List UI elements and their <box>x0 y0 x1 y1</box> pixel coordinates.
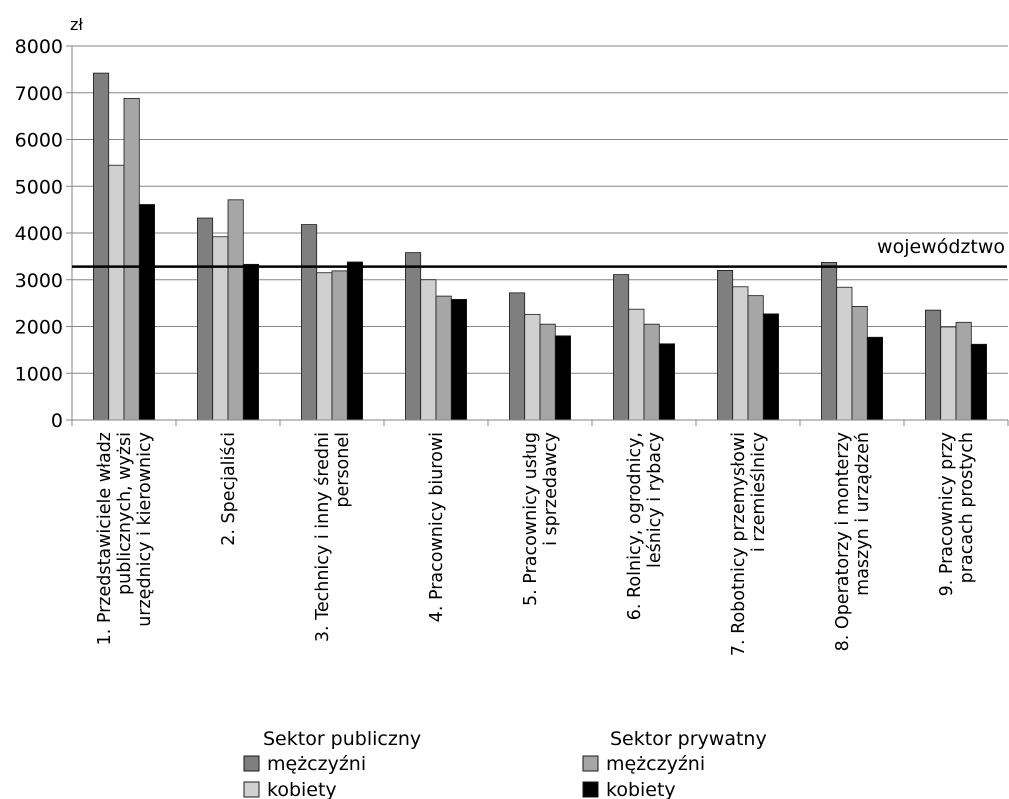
category-labels: 1. Przedstawiciele władzpublicznych, wyż… <box>95 432 977 656</box>
bar <box>613 274 630 421</box>
bar <box>539 323 556 421</box>
legend-group-title: Sektor prywatny <box>610 728 767 750</box>
legend-entry-label: kobiety <box>606 779 676 799</box>
category-label-text: 9. Pracownicy przypracach prostych <box>937 432 977 596</box>
category-label-text: 3. Technicy i inny średnipersonel <box>313 432 353 642</box>
category-label-text: 2. Specjaliści <box>219 432 239 546</box>
category-label-line: urzędnicy i kierownicy <box>135 432 155 627</box>
bar <box>747 295 764 421</box>
legend-entry-label: mężczyźni <box>267 753 366 775</box>
reference-line-group: województwo <box>72 236 1007 268</box>
bar <box>836 286 853 421</box>
bar <box>524 313 541 421</box>
category-label-line: 8. Operatorzy i monterzy <box>833 432 853 651</box>
category-label-line: 9. Pracownicy przy <box>937 432 957 596</box>
bar <box>762 313 779 421</box>
category-label: 2. Specjaliści <box>219 432 239 546</box>
category-label-line: maszyn i urządzeń <box>853 432 873 596</box>
bar <box>851 305 868 421</box>
bar <box>866 336 883 421</box>
bar <box>643 323 660 421</box>
bar <box>138 204 156 421</box>
category-label: 8. Operatorzy i monterzymaszyn i urządze… <box>833 432 873 651</box>
bar <box>300 224 318 421</box>
axes: 0 1000 2000 3000 4000 5000 6000 7000 8000 <box>15 36 1009 432</box>
category-label-text: 1. Przedstawiciele władzpublicznych, wyż… <box>95 432 155 645</box>
category-label-line: 1. Przedstawiciele władz <box>95 432 115 645</box>
category-label-line: 3. Technicy i inny średni <box>313 432 333 642</box>
category-label-line: 5. Pracownicy usług <box>521 432 541 606</box>
bar <box>420 279 437 421</box>
category-label-text: 4. Pracownicy biurowi <box>427 432 447 622</box>
bar <box>196 217 214 421</box>
category-label-line: personel <box>333 432 353 508</box>
category-label: 6. Rolnicy, ogrodnicy,leśnicy i rybacy <box>625 432 665 620</box>
legend-swatch <box>582 781 599 798</box>
category-label-line: 4. Pracownicy biurowi <box>427 432 447 622</box>
bar <box>123 97 140 421</box>
y-tick-label: 6000 <box>15 130 63 152</box>
y-tick-label: 5000 <box>15 176 63 198</box>
category-label-line: i sprzedawcy <box>541 432 561 546</box>
bar <box>717 269 734 421</box>
legend-swatch <box>243 755 260 772</box>
category-label-text: 7. Robotnicy przemysłowii rzemieślnicy <box>729 432 769 656</box>
category-label-line: 2. Specjaliści <box>219 432 239 546</box>
legend-entry-label: kobiety <box>267 779 337 799</box>
bar <box>404 252 422 421</box>
category-label-text: 6. Rolnicy, ogrodnicy,leśnicy i rybacy <box>625 432 665 620</box>
y-tick-label: 1000 <box>15 363 63 385</box>
bar <box>242 263 260 421</box>
bar <box>732 286 749 421</box>
bar <box>346 261 363 421</box>
bar <box>316 272 333 421</box>
category-label: 1. Przedstawiciele władzpublicznych, wyż… <box>95 432 155 645</box>
bar <box>821 262 838 421</box>
category-label-line: leśnicy i rybacy <box>645 432 665 568</box>
category-label: 9. Pracownicy przypracach prostych <box>937 432 977 596</box>
bar <box>331 270 348 421</box>
y-tick-label: 3000 <box>15 270 63 292</box>
unit-label: zł <box>70 15 83 34</box>
bar <box>940 326 957 421</box>
y-tick-label: 7000 <box>15 83 63 105</box>
bar <box>108 164 125 421</box>
bars <box>93 72 987 421</box>
legend-entry-label: mężczyźni <box>606 753 705 775</box>
legend-swatch <box>582 755 599 772</box>
category-label-text: 5. Pracownicy usługi sprzedawcy <box>521 432 561 606</box>
bar <box>955 321 972 421</box>
legend-group-title: Sektor publiczny <box>263 728 421 750</box>
bar <box>658 343 675 421</box>
legend-swatch <box>243 781 260 798</box>
category-label-line: 6. Rolnicy, ogrodnicy, <box>625 432 645 620</box>
y-tick-label: 8000 <box>15 36 63 58</box>
category-label: 4. Pracownicy biurowi <box>427 432 447 622</box>
bar <box>227 199 244 421</box>
legend: Sektor publiczny mężczyźni kobiety Sektor p… <box>243 728 767 799</box>
bar <box>212 236 229 421</box>
y-tick-label: 0 <box>51 410 63 432</box>
bar <box>554 335 571 421</box>
reference-line-label: województwo <box>877 236 1005 258</box>
category-label: 7. Robotnicy przemysłowii rzemieślnicy <box>729 432 769 656</box>
y-tick-label: 4000 <box>15 223 63 245</box>
category-label: 3. Technicy i inny średnipersonel <box>313 432 353 642</box>
category-label-line: publicznych, wyżsi <box>115 432 135 595</box>
bar <box>435 295 452 421</box>
category-label: 5. Pracownicy usługi sprzedawcy <box>521 432 561 606</box>
bar <box>628 308 645 421</box>
bar <box>925 309 942 421</box>
bar <box>970 343 987 421</box>
bar <box>93 72 110 421</box>
bar <box>450 298 467 421</box>
category-label-line: 7. Robotnicy przemysłowi <box>729 432 749 656</box>
y-tick-label: 2000 <box>15 317 63 339</box>
category-label-line: pracach prostych <box>957 432 977 583</box>
bar <box>508 292 526 421</box>
category-label-text: 8. Operatorzy i monterzymaszyn i urządze… <box>833 432 873 651</box>
category-label-line: i rzemieślnicy <box>749 432 769 552</box>
